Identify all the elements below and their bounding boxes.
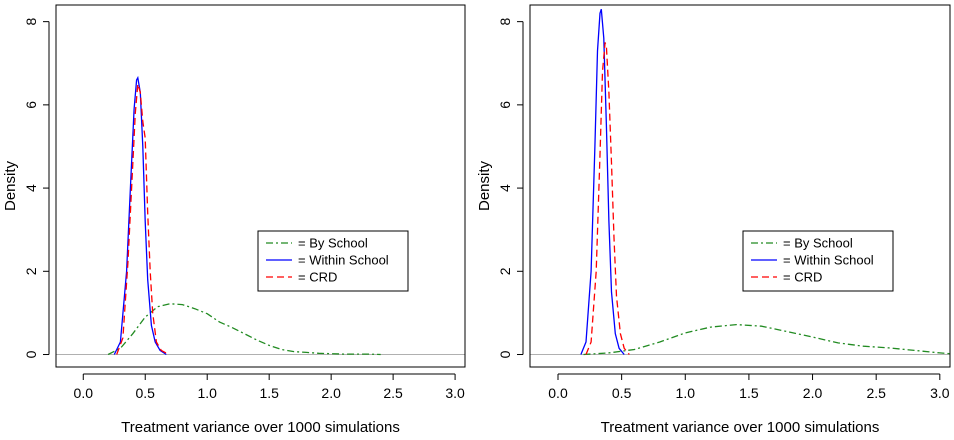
y-tick-label: 2 — [23, 267, 39, 275]
x-tick-label: 0.5 — [612, 385, 632, 401]
series-line-1 — [107, 303, 381, 356]
x-tick-label: 0.5 — [136, 385, 156, 401]
x-tick-label: 1.5 — [259, 385, 279, 401]
x-tick-label: 1.0 — [676, 385, 696, 401]
x-tick-label: 1.0 — [197, 385, 217, 401]
y-tick-label: 4 — [497, 184, 513, 192]
legend-label-2: = Within School — [783, 253, 874, 268]
y-tick-label: 0 — [23, 350, 39, 358]
legend-box — [257, 230, 409, 292]
y-axis-title: Density — [476, 160, 493, 211]
series-line-3 — [116, 83, 170, 356]
legend-box — [742, 230, 894, 292]
x-axis-title: Treatment variance over 1000 simulations — [601, 419, 880, 436]
plot-frame — [529, 4, 951, 368]
x-tick-label: 2.5 — [866, 385, 886, 401]
legend: = By School = Within School = CRD — [742, 230, 894, 292]
legend-label-3: = CRD — [783, 270, 822, 285]
x-tick-label: 2.0 — [803, 385, 823, 401]
x-axis-title: Treatment variance over 1000 simulations — [121, 419, 400, 436]
legend: = By School = Within School = CRD — [257, 230, 409, 292]
y-tick-label: 8 — [497, 18, 513, 26]
legend-label-3: = CRD — [298, 270, 337, 285]
x-tick-label: 2.5 — [383, 385, 403, 401]
y-tick-label: 6 — [497, 101, 513, 109]
chart-panel-2: 0.0 0.5 1.0 1.5 2.0 2.5 3.0 0 2 4 6 8 Treatment vari… — [476, 4, 951, 436]
x-tick-label: 3.0 — [445, 385, 465, 401]
y-tick-label: 8 — [23, 18, 39, 26]
legend-label-2: = Within School — [298, 253, 389, 268]
legend-label-1: = By School — [298, 236, 368, 251]
x-tick-label: 3.0 — [930, 385, 950, 401]
y-tick-label: 4 — [23, 184, 39, 192]
x-tick-label: 2.0 — [321, 385, 341, 401]
series-line-2 — [580, 9, 625, 355]
series-line-1 — [583, 323, 951, 356]
series-line-3 — [585, 42, 630, 355]
y-tick-label: 0 — [497, 350, 513, 358]
y-tick-label: 2 — [497, 267, 513, 275]
x-tick-label: 0.0 — [548, 385, 568, 401]
chart-panel-1: 0.0 0.5 1.0 1.5 2.0 2.5 3.0 0 2 4 6 8 Treatment vari… — [2, 4, 466, 436]
y-axis-title: Density — [2, 160, 19, 211]
x-tick-label: 0.0 — [74, 385, 94, 401]
series-line-2 — [113, 75, 167, 356]
legend-label-1: = By School — [783, 236, 853, 251]
y-tick-label: 6 — [23, 101, 39, 109]
x-tick-label: 1.5 — [739, 385, 759, 401]
plot-frame — [55, 4, 466, 368]
